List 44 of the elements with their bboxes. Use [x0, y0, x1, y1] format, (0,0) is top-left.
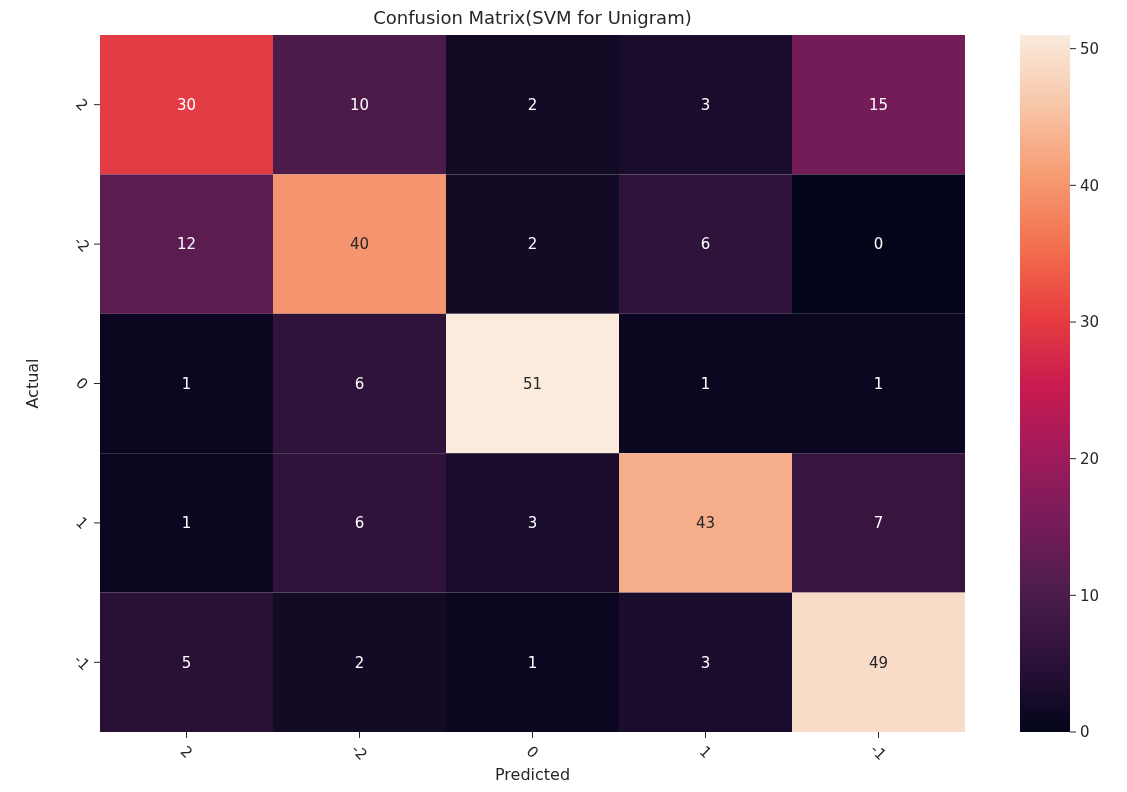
y-tick-label: -1 [70, 650, 94, 675]
color-bar-label: 30 [1080, 313, 1100, 332]
data-label: 1 [700, 374, 711, 393]
data-label: 1 [181, 374, 192, 393]
color-bar-label: 10 [1080, 586, 1100, 605]
data-label: 1 [181, 514, 192, 533]
data-label: 2 [354, 653, 365, 672]
data-label: 10 [349, 95, 370, 114]
chart-title: Confusion Matrix(SVM for Unigram) [373, 7, 692, 28]
x-tick-label: -2 [347, 740, 371, 764]
data-label: 2 [527, 95, 538, 114]
data-label: 0 [873, 235, 884, 254]
y-tick-label: 0 [72, 373, 92, 394]
data-label: 1 [527, 653, 538, 672]
x-tick-label: 2 [176, 742, 197, 762]
data-label: 51 [522, 374, 543, 393]
data-label: 3 [700, 653, 711, 672]
data-label: 1 [873, 374, 884, 393]
x-axis-title: Predicted [494, 765, 571, 784]
y-axis-title: Actual [23, 358, 42, 409]
y-tick-label: 2 [72, 95, 92, 115]
color-bar-label: 40 [1080, 176, 1100, 195]
data-label: 15 [868, 95, 889, 114]
y-tick-label: 1 [72, 513, 92, 533]
data-label: 43 [695, 514, 716, 533]
data-label: 30 [176, 95, 197, 114]
x-tick-label: -1 [866, 740, 890, 764]
data-label: 2 [527, 235, 538, 254]
data-label: 6 [354, 514, 365, 533]
data-label: 6 [700, 235, 711, 254]
color-bar-label: 50 [1080, 39, 1100, 58]
y-tick-label: -2 [70, 232, 94, 256]
data-label: 3 [700, 95, 711, 114]
data-label: 40 [349, 235, 370, 254]
color-bar-label: 20 [1080, 449, 1100, 468]
x-tick-label: 1 [695, 742, 716, 762]
data-label: 12 [176, 235, 197, 254]
data-label: 5 [181, 653, 192, 672]
data-label: 3 [527, 514, 538, 533]
data-label: 49 [868, 653, 889, 672]
data-label: 7 [873, 514, 884, 533]
x-tick-label: 0 [522, 742, 543, 762]
color-bar-label: 0 [1080, 723, 1090, 742]
data-label: 6 [354, 374, 365, 393]
